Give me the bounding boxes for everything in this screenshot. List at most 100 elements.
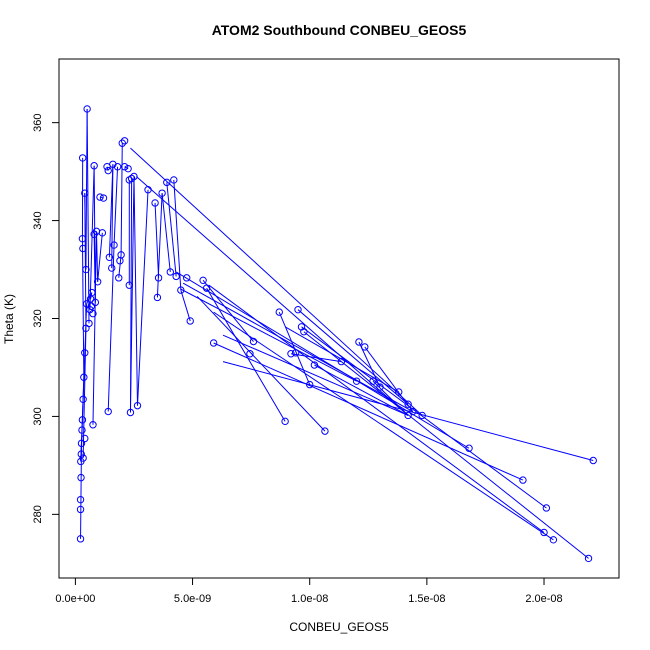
series-line-segment [133,176,138,406]
data-point [78,234,87,243]
data-point [78,426,86,434]
data-point [202,284,211,292]
data-point [85,319,93,328]
series-line-segment [180,288,357,382]
series-line-segment [208,284,545,533]
series-line-segment [130,147,423,416]
series-line-segment [113,166,119,246]
series-line-segment [95,231,99,282]
series-line-segment [213,311,554,541]
data-point [404,411,412,420]
data-point [77,450,85,458]
data-point [540,528,548,537]
data-point [542,504,551,512]
data-point [76,535,85,543]
data-point [465,444,473,452]
series-line-segment [82,303,88,400]
data-point [199,276,207,285]
data-point [519,476,527,484]
data-point [89,309,97,318]
y-axis: 280 300 320 340 360 [32,113,60,524]
data-point [154,274,163,282]
series-line-segment [135,176,409,416]
data-point [130,172,138,181]
data-point [81,434,89,443]
data-point [246,350,254,358]
data-point [186,317,194,325]
data-point [294,305,302,314]
x-tick-label: 0.0e+00 [55,593,95,605]
data-point [281,417,289,426]
data-point [126,408,135,417]
series-line-segment [175,271,470,449]
data-point [117,251,125,259]
data-point [125,281,133,289]
data-point [96,193,104,201]
series-line-segment [290,353,342,363]
series-line-segment [303,331,589,559]
series-line-segment [161,193,171,273]
data-point [589,456,597,465]
series-line-segment [222,361,594,461]
data-point [170,176,178,184]
series-line-segment [81,238,85,378]
series-line-segment [314,364,409,416]
data-point [87,302,96,310]
series-line-segment [372,380,409,416]
data-point [104,407,112,416]
series-line-segment [166,182,177,277]
data-point [395,388,403,396]
data-point [361,343,369,351]
data-point [120,163,129,171]
series-line-segment [86,292,93,305]
y-tick-label: 360 [32,113,44,131]
data-point [153,293,162,302]
series-line-segment [86,108,90,324]
data-point [105,253,114,261]
series-line-segment [213,342,524,481]
data-point [98,229,107,237]
series-line-segment [173,179,182,291]
data-point [89,421,97,429]
data-point [82,265,90,274]
data-point [124,164,132,173]
y-axis-title: Theta (K) [2,294,16,344]
data-point [78,154,87,162]
data-point [418,411,426,420]
data-point [306,380,314,389]
data-point [115,274,123,282]
data-point [310,361,319,369]
data-point [321,427,329,435]
data-point [177,286,185,294]
data-point [88,288,96,297]
x-tick-label: 5.0e-09 [174,593,211,605]
data-point [76,495,85,504]
data-point [549,536,558,544]
data-point [79,244,87,253]
series-line-segment [180,289,191,322]
data-point [120,137,129,145]
data-point [81,349,89,357]
series-line-segment [120,143,123,255]
data-point [104,166,112,175]
data-point [91,298,100,307]
data-point [99,194,108,202]
data-point [163,178,171,187]
series-line-segment [154,202,160,278]
data-point [80,373,88,381]
x-axis-title: CONBEU_GEOS5 [289,620,389,634]
data-point [409,407,417,416]
series-line-segment [89,165,95,310]
series-points [76,105,597,563]
data-point [166,268,174,276]
series-line-segment [92,231,97,425]
data-point [81,189,89,197]
series-line-segment [202,279,254,342]
x-tick-label: 2.0e-08 [525,593,562,605]
data-point [291,349,300,357]
data-point [90,162,98,170]
data-point [76,505,85,514]
series-line-segment [136,189,149,406]
series-line-segment [222,334,409,416]
